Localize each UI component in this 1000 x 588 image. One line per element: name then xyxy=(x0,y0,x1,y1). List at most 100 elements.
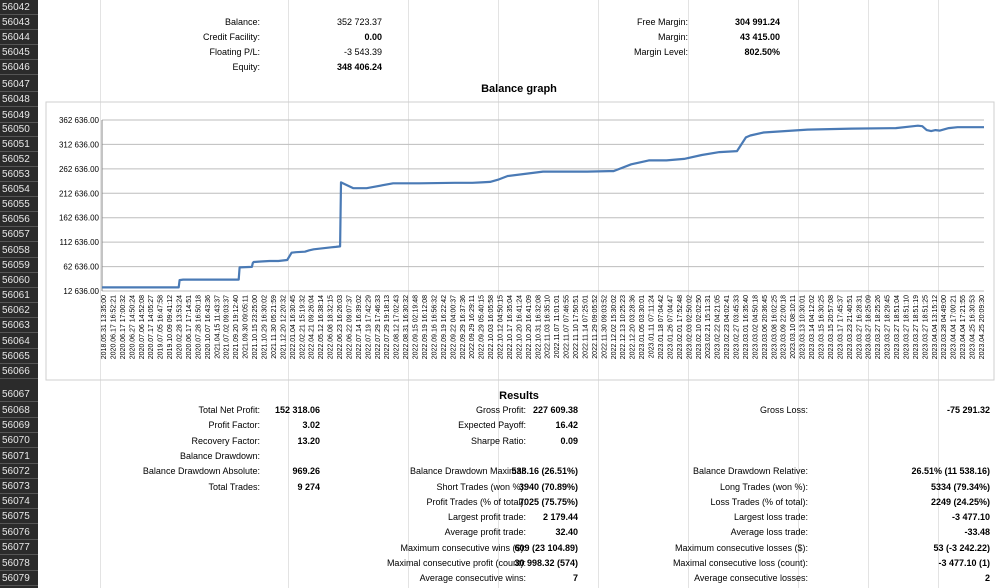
x-tick-label: 2022.09.19 16:22:42 xyxy=(441,295,448,359)
x-tick-label: 2023.03.27 18:25:26 xyxy=(875,295,882,359)
x-tick-label: 2022.09.22 04:00:37 xyxy=(450,295,457,359)
row-number[interactable]: 56074 xyxy=(0,494,38,509)
row-number[interactable]: 56062 xyxy=(0,303,38,318)
x-tick-label: 2023.03.10 08:10:11 xyxy=(790,295,797,359)
row-number[interactable]: 56070 xyxy=(0,433,38,448)
column-gridline xyxy=(288,0,289,588)
x-tick-label: 2023.03.15 20:57:08 xyxy=(828,295,835,359)
row-number[interactable]: 56054 xyxy=(0,182,38,197)
row-number[interactable]: 56076 xyxy=(0,525,38,540)
row-number[interactable]: 56053 xyxy=(0,167,38,182)
row-number[interactable]: 56055 xyxy=(0,197,38,212)
result-label: Long Trades (won %): xyxy=(719,481,808,492)
x-tick-label: 2022.10.03 16:05:58 xyxy=(488,295,495,359)
row-number[interactable]: 56048 xyxy=(0,92,38,107)
row-number[interactable]: 56065 xyxy=(0,349,38,364)
result-label: Average consecutive wins: xyxy=(419,573,526,584)
x-tick-label: 2020.06.17 16:52:21 xyxy=(110,295,117,359)
x-tick-label: 2022.09.29 16:37:36 xyxy=(460,295,467,359)
row-number[interactable]: 56060 xyxy=(0,273,38,288)
x-tick-label: 2023.03.09 22:00:18 xyxy=(781,295,788,359)
result-value: 2 xyxy=(984,573,990,584)
result-label: Total Net Profit: xyxy=(198,405,260,415)
x-tick-label: 2023.02.23 04:02:41 xyxy=(724,295,731,359)
row-number[interactable]: 56061 xyxy=(0,288,38,303)
x-tick-label: 2023.04.25 16:30:53 xyxy=(970,295,977,359)
row-number[interactable]: 56077 xyxy=(0,540,38,555)
row-number[interactable]: 56075 xyxy=(0,509,38,524)
x-tick-label: 2019.10.09 09:41:12 xyxy=(167,295,174,359)
x-tick-label: 2023.03.06 20:36:45 xyxy=(762,295,769,359)
row-number[interactable]: 56043 xyxy=(0,15,38,30)
result-value: 3.02 xyxy=(302,420,320,431)
row-number[interactable]: 56079 xyxy=(0,571,38,586)
floating-pl-value: -3 543.39 xyxy=(343,47,382,57)
x-tick-label: 2023.03.01 16:35:40 xyxy=(743,295,750,359)
x-tick-label: 2023.03.13 10:30:01 xyxy=(800,295,807,359)
x-tick-label: 2022.11.07 11:01:01 xyxy=(554,295,561,358)
row-number[interactable]: 56066 xyxy=(0,364,38,379)
result-label: Balance Drawdown Absolute: xyxy=(142,466,260,477)
row-number[interactable]: 56067 xyxy=(0,387,38,402)
row-number[interactable]: 56063 xyxy=(0,318,38,333)
row-number[interactable]: 56047 xyxy=(0,77,38,92)
x-tick-label: 2022.11.29 09:05:52 xyxy=(592,295,599,359)
y-tick-label: 62 636.00 xyxy=(63,263,99,272)
row-number[interactable]: 56056 xyxy=(0,212,38,227)
x-tick-label: 2023.01.18 07:04:42 xyxy=(658,295,665,359)
result-label: Loss Trades (% of total): xyxy=(710,496,808,507)
row-number[interactable]: 56072 xyxy=(0,464,38,479)
x-tick-label: 2022.12.20 03:28:36 xyxy=(630,295,637,359)
row-number[interactable]: 56045 xyxy=(0,45,38,60)
x-tick-label: 2021.10.29 16:30:02 xyxy=(261,295,268,359)
result-value: 538.16 (26.51%) xyxy=(511,466,578,477)
result-label: Maximal consecutive loss (count): xyxy=(672,558,808,568)
row-number[interactable]: 56073 xyxy=(0,479,38,494)
column-gridline xyxy=(938,0,939,588)
row-number[interactable]: 56058 xyxy=(0,243,38,258)
row-number[interactable]: 56051 xyxy=(0,137,38,152)
column-gridline xyxy=(408,0,409,588)
result-value xyxy=(494,449,578,464)
result-value: 30 998.32 (574) xyxy=(514,558,578,568)
row-number[interactable]: 56052 xyxy=(0,152,38,167)
result-label: Gross Loss: xyxy=(759,405,808,415)
free-margin-value: 304 991.24 xyxy=(734,17,780,27)
row-number[interactable]: 56044 xyxy=(0,30,38,45)
row-number[interactable]: 56071 xyxy=(0,449,38,464)
row-header-column: 56042 56043 56044 56045 56046 56047 56048 56049… xyxy=(0,0,38,588)
row-number[interactable]: 56046 xyxy=(0,60,38,75)
y-tick-label: 212 636.00 xyxy=(59,189,100,198)
result-label: Balance Drawdown Maximal: xyxy=(409,466,526,477)
result-value: 5334 (79.34%) xyxy=(930,481,990,492)
row-number[interactable]: 56057 xyxy=(0,227,38,242)
balance-line xyxy=(102,124,984,289)
x-tick-label: 2022.02.21 15:19:32 xyxy=(299,295,306,359)
x-tick-label: 2022.10.12 04:50:15 xyxy=(498,295,505,359)
x-tick-label: 2023.04.04 17:00:21 xyxy=(951,295,958,359)
column-gridline xyxy=(798,0,799,588)
row-number[interactable]: 56064 xyxy=(0,334,38,349)
x-tick-label: 2018.05.31 13:35:00 xyxy=(101,295,108,359)
result-value: 3940 (70.89%) xyxy=(518,481,578,492)
row-number[interactable]: 56050 xyxy=(0,122,38,137)
x-tick-label: 2022.04.21 09:26:04 xyxy=(309,295,316,359)
row-number[interactable]: 56059 xyxy=(0,258,38,273)
result-value xyxy=(874,418,990,433)
x-tick-label: 2022.09.19 16:12:08 xyxy=(422,295,429,359)
result-label: Sharpe Ratio: xyxy=(470,435,526,446)
result-label xyxy=(638,449,808,464)
row-number[interactable]: 56049 xyxy=(0,108,38,123)
free-margin-label: Free Margin: xyxy=(636,17,688,27)
result-value: 13.20 xyxy=(297,435,320,446)
row-number[interactable]: 56068 xyxy=(0,403,38,418)
x-tick-label: 2020.06.27 14:50:24 xyxy=(129,295,136,359)
x-tick-label: 2022.08.31 16:30:32 xyxy=(403,295,410,359)
row-number[interactable]: 56042 xyxy=(0,0,38,15)
row-number[interactable]: 56078 xyxy=(0,556,38,571)
row-number[interactable]: 56069 xyxy=(0,418,38,433)
x-tick-label: 2023.04.25 20:09:30 xyxy=(979,295,986,359)
x-tick-label: 2022.06.08 18:32:15 xyxy=(328,295,335,359)
result-label: Average profit trade: xyxy=(444,527,526,538)
x-tick-label: 2020.07.17 14:05:27 xyxy=(148,295,155,359)
